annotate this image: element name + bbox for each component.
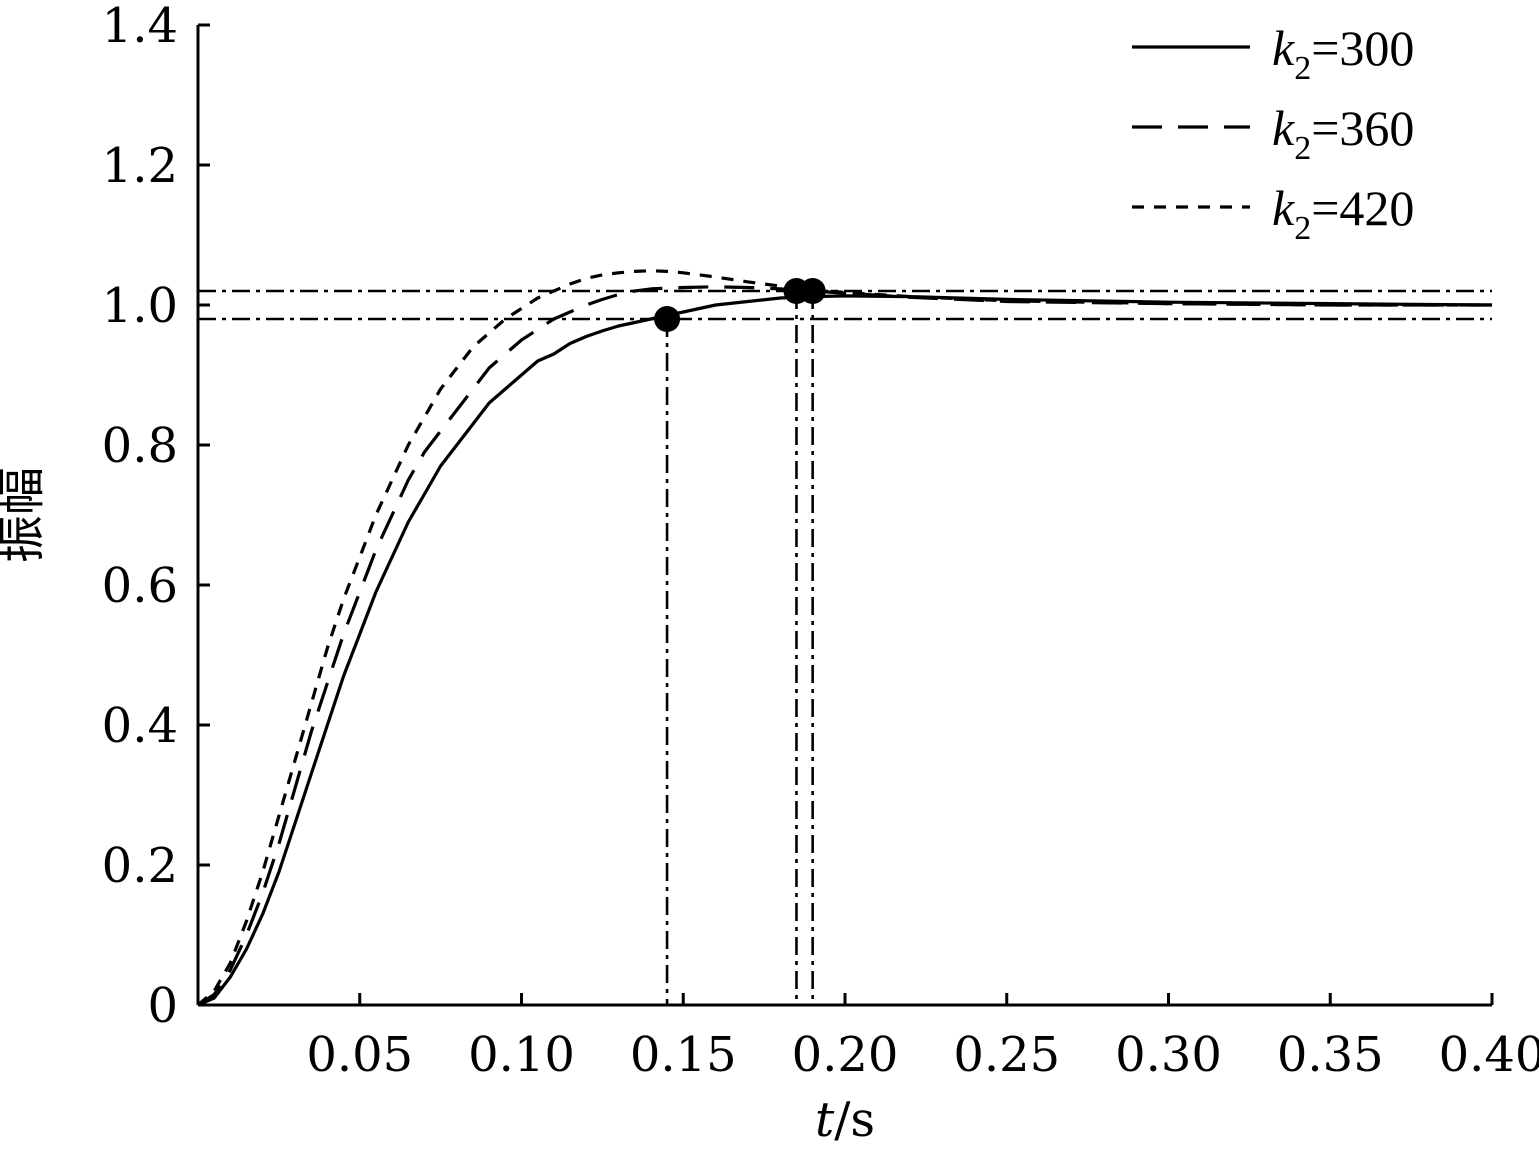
series-line-2	[197, 285, 1492, 1007]
y-tick-label: 1.0	[102, 278, 178, 334]
x-axis-label: t/s	[815, 1092, 875, 1148]
y-tick-label: 0.6	[102, 558, 178, 614]
reference-lines	[198, 289, 1492, 1005]
x-tick-label: 0.15	[630, 1027, 737, 1083]
legend-label: k2=420	[1272, 180, 1414, 247]
y-tick-label: 0.4	[102, 698, 178, 754]
settling-point-marker	[799, 278, 826, 304]
y-axis-label: 振幅	[0, 467, 50, 563]
series-line-1	[197, 294, 1493, 1007]
x-axis-label-var: t	[815, 1092, 835, 1148]
x-tick-label: 0.10	[468, 1027, 575, 1083]
x-tick-label: 0.30	[1115, 1027, 1222, 1083]
x-tick-label: 0.20	[792, 1027, 899, 1083]
marker-group	[654, 278, 826, 332]
y-tick-label: 1.4	[102, 0, 178, 54]
y-tick-label: 0.8	[102, 418, 178, 474]
x-tick-label: 0.35	[1277, 1027, 1384, 1083]
series-group	[196, 269, 1493, 1007]
x-tick-label: 0.25	[953, 1027, 1060, 1083]
settling-point-marker	[654, 306, 681, 332]
x-axis-label-unit: s	[850, 1092, 875, 1148]
x-tick-label: 0.40	[1439, 1027, 1539, 1083]
x-tick-label: 0.05	[306, 1027, 413, 1083]
x-axis-label-sep: /	[834, 1092, 851, 1148]
legend: k2=300 k2=360 k2=420	[1132, 20, 1414, 247]
y-tick-label: 1.2	[102, 138, 178, 194]
legend-label: k2=300	[1272, 20, 1414, 87]
y-tick-label: 0	[147, 978, 178, 1034]
legend-label: k2=360	[1272, 100, 1414, 167]
y-tick-label: 0.2	[102, 838, 178, 894]
ticks: 0.05 0.10 0.15 0.20 0.25 0.30 0.35 0.40 0 0.2 0.4 0…	[102, 0, 1539, 1083]
series-line-3	[196, 269, 1492, 1007]
